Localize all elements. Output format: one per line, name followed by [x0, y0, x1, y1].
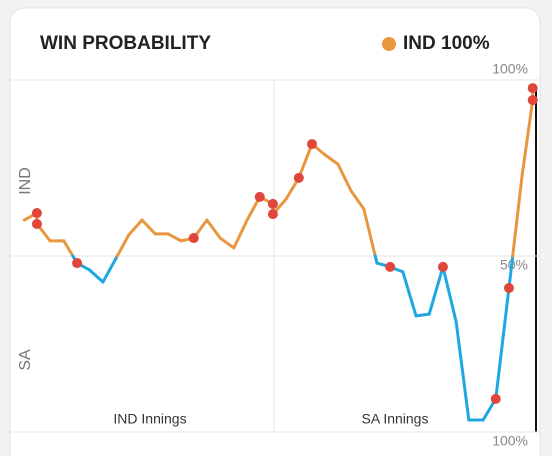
team-label: IND — [17, 167, 34, 195]
wicket-dot — [267, 209, 278, 220]
line-segment — [414, 312, 431, 318]
line-segment — [494, 286, 511, 401]
wicket-dot — [188, 233, 199, 244]
line-segment — [454, 320, 471, 422]
line-segment — [205, 218, 222, 240]
wicket-dot — [31, 208, 42, 219]
wicket-dot — [437, 261, 448, 272]
line-segment — [62, 239, 75, 258]
wicket-dot — [385, 261, 396, 272]
wicket-dot — [503, 283, 514, 294]
wicket-dot — [490, 393, 501, 404]
line-segment — [297, 142, 314, 180]
team-label: SA — [17, 349, 34, 371]
line-segment — [507, 254, 515, 290]
wicket-dot — [267, 198, 278, 209]
line-segment — [232, 218, 249, 250]
wicket-dot — [527, 95, 538, 106]
innings-label: SA Innings — [362, 411, 429, 427]
line-segment — [115, 233, 131, 258]
line-segment — [127, 218, 144, 237]
line-segment — [336, 162, 353, 193]
line-segment — [166, 232, 183, 243]
line-segment — [218, 236, 236, 250]
line-segment — [520, 98, 535, 177]
legend-label: IND 100% — [403, 33, 490, 54]
wicket-dot — [31, 218, 42, 229]
wicket-dot — [254, 191, 265, 202]
line-segment — [362, 207, 377, 258]
line-segment — [349, 189, 366, 211]
line-segment — [101, 256, 118, 284]
chart-title: WIN PROBABILITY — [40, 33, 211, 54]
wicket-dot — [72, 258, 83, 269]
wicket-dot — [293, 172, 304, 183]
line-segment — [427, 265, 445, 316]
line-segment — [511, 173, 524, 258]
wicket-dot — [527, 83, 538, 94]
y-tick-label: 50% — [500, 257, 528, 273]
y-tick-label: 100% — [492, 61, 528, 77]
card-background — [9, 7, 541, 456]
line-segment — [323, 153, 340, 166]
line-segment — [88, 268, 105, 284]
line-segment — [140, 218, 157, 236]
legend-dot — [382, 37, 396, 51]
line-segment — [401, 270, 418, 318]
y-tick-label: 100% — [492, 433, 528, 449]
wicket-dot — [307, 139, 318, 150]
line-segment — [441, 265, 458, 324]
innings-label: IND Innings — [113, 411, 186, 427]
